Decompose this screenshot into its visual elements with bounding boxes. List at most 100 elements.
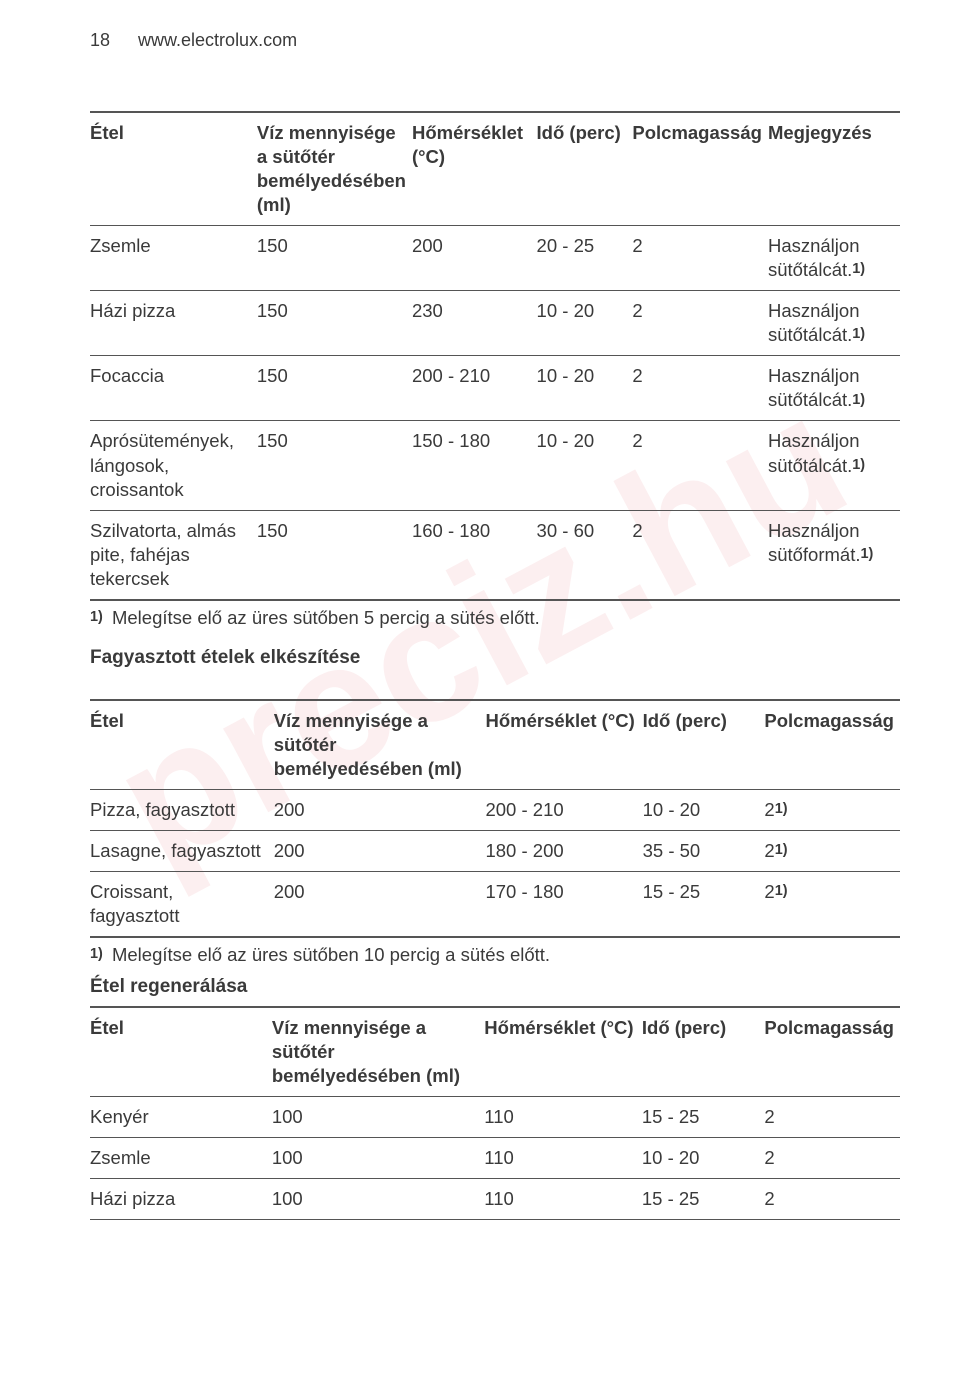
cell-shelf: 2 — [632, 510, 768, 599]
cell-note: Használjon sütőtálcát.1) — [768, 226, 900, 291]
col-time: Idő (perc) — [642, 1007, 765, 1097]
table-row: Szilvatorta, almás pite, fahéjas tekercs… — [90, 510, 900, 599]
cell-water: 100 — [272, 1138, 484, 1179]
col-water: Víz mennyisége a sütőtér bemélyedésében … — [274, 700, 486, 790]
cell-food: Szilvatorta, almás pite, fahéjas tekercs… — [90, 510, 257, 599]
col-food: Étel — [90, 112, 257, 226]
shelf-sup: 1) — [775, 801, 788, 817]
col-time: Idő (perc) — [643, 700, 765, 790]
cell-time: 30 - 60 — [537, 510, 633, 599]
cell-shelf: 2 — [632, 356, 768, 421]
table2-footnote: 1) Melegítse elő az üres sütőben 10 perc… — [90, 937, 900, 966]
note-sup: 1) — [861, 546, 874, 562]
cell-water: 150 — [257, 226, 412, 291]
footnote-text: Melegítse elő az üres sütőben 5 percig a… — [112, 607, 540, 628]
section-regenerate-title: Étel regenerálása — [90, 976, 900, 998]
cell-shelf: 2 — [764, 1097, 900, 1138]
table-row: Házi pizza10011015 - 252 — [90, 1179, 900, 1220]
col-food: Étel — [90, 1007, 272, 1097]
cell-water: 150 — [257, 356, 412, 421]
cell-temp: 110 — [484, 1097, 642, 1138]
cell-shelf: 21) — [764, 871, 900, 936]
cell-temp: 170 - 180 — [485, 871, 642, 936]
footnote-text: Melegítse elő az üres sütőben 10 percig … — [112, 944, 550, 965]
col-shelf: Polcmagasság — [764, 1007, 900, 1097]
table-row: Kenyér10011015 - 252 — [90, 1097, 900, 1138]
col-water: Víz mennyisége a sütőtér bemélyedésében … — [272, 1007, 484, 1097]
cell-time: 10 - 20 — [537, 421, 633, 510]
cell-food: Házi pizza — [90, 291, 257, 356]
cell-food: Aprósütemények, lángosok, croissantok — [90, 421, 257, 510]
cell-water: 100 — [272, 1097, 484, 1138]
table-header-row: Étel Víz mennyisége a sütőtér bemélyedés… — [90, 112, 900, 226]
cell-food: Zsemle — [90, 226, 257, 291]
table-row: Aprósütemények, lángosok, croissantok150… — [90, 421, 900, 510]
cell-temp: 200 — [412, 226, 537, 291]
cell-water: 150 — [257, 510, 412, 599]
col-shelf: Polcmagasság — [632, 112, 768, 226]
note-sup: 1) — [852, 457, 865, 473]
cell-temp: 110 — [484, 1179, 642, 1220]
cell-temp: 150 - 180 — [412, 421, 537, 510]
cell-time: 20 - 25 — [537, 226, 633, 291]
page-number: 18 — [90, 30, 110, 51]
cell-water: 150 — [257, 291, 412, 356]
cell-water: 200 — [274, 830, 486, 871]
cell-temp: 230 — [412, 291, 537, 356]
table-row: Pizza, fagyasztott200200 - 21010 - 2021) — [90, 789, 900, 830]
table-row: Croissant, fagyasztott200170 - 18015 - 2… — [90, 871, 900, 936]
note-sup: 1) — [852, 261, 865, 277]
cooking-table-regenerate: Étel Víz mennyisége a sütőtér bemélyedés… — [90, 1006, 900, 1220]
cell-shelf: 2 — [632, 291, 768, 356]
cell-food: Zsemle — [90, 1138, 272, 1179]
shelf-sup: 1) — [775, 883, 788, 899]
cooking-table-frozen: Étel Víz mennyisége a sütőtér bemélyedés… — [90, 699, 900, 937]
cell-water: 200 — [274, 789, 486, 830]
cell-shelf: 2 — [632, 226, 768, 291]
cell-water: 200 — [274, 871, 486, 936]
section-frozen-title: Fagyasztott ételek elkészítése — [90, 647, 900, 669]
col-time: Idő (perc) — [537, 112, 633, 226]
col-temp: Hőmérséklet (°C) — [484, 1007, 642, 1097]
table-header-row: Étel Víz mennyisége a sütőtér bemélyedés… — [90, 700, 900, 790]
cell-note: Használjon sütőformát.1) — [768, 510, 900, 599]
cell-time: 15 - 25 — [642, 1097, 765, 1138]
footnote-marker: 1) — [90, 946, 103, 962]
col-shelf: Polcmagasság — [764, 700, 900, 790]
table-row: Zsemle15020020 - 252Használjon sütőtálcá… — [90, 226, 900, 291]
cell-time: 10 - 20 — [642, 1138, 765, 1179]
note-sup: 1) — [852, 326, 865, 342]
cell-temp: 180 - 200 — [485, 830, 642, 871]
cell-temp: 110 — [484, 1138, 642, 1179]
table-header-row: Étel Víz mennyisége a sütőtér bemélyedés… — [90, 1007, 900, 1097]
cell-food: Házi pizza — [90, 1179, 272, 1220]
col-temp: Hőmérséklet (°C) — [485, 700, 642, 790]
shelf-sup: 1) — [775, 842, 788, 858]
cell-shelf: 2 — [764, 1179, 900, 1220]
cell-time: 10 - 20 — [537, 291, 633, 356]
cell-time: 10 - 20 — [643, 789, 765, 830]
cell-food: Focaccia — [90, 356, 257, 421]
cell-temp: 200 - 210 — [485, 789, 642, 830]
cell-food: Croissant, fagyasztott — [90, 871, 274, 936]
site-url: www.electrolux.com — [138, 30, 297, 51]
table-row: Focaccia150200 - 21010 - 202Használjon s… — [90, 356, 900, 421]
table1-footnote: 1) Melegítse elő az üres sütőben 5 perci… — [90, 600, 900, 629]
col-water: Víz mennyisége a sütőtér bemélyedésében … — [257, 112, 412, 226]
cooking-table-main: Étel Víz mennyisége a sütőtér bemélyedés… — [90, 111, 900, 600]
cell-temp: 200 - 210 — [412, 356, 537, 421]
cell-time: 35 - 50 — [643, 830, 765, 871]
col-note: Megjegyzés — [768, 112, 900, 226]
cell-food: Pizza, fagyasztott — [90, 789, 274, 830]
cell-note: Használjon sütőtálcát.1) — [768, 356, 900, 421]
cell-food: Kenyér — [90, 1097, 272, 1138]
table-row: Házi pizza15023010 - 202Használjon sütőt… — [90, 291, 900, 356]
cell-food: Lasagne, fagyasztott — [90, 830, 274, 871]
col-food: Étel — [90, 700, 274, 790]
cell-water: 150 — [257, 421, 412, 510]
cell-note: Használjon sütőtálcát.1) — [768, 421, 900, 510]
cell-shelf: 2 — [632, 421, 768, 510]
col-temp: Hőmérséklet (°C) — [412, 112, 537, 226]
cell-time: 15 - 25 — [643, 871, 765, 936]
cell-time: 15 - 25 — [642, 1179, 765, 1220]
